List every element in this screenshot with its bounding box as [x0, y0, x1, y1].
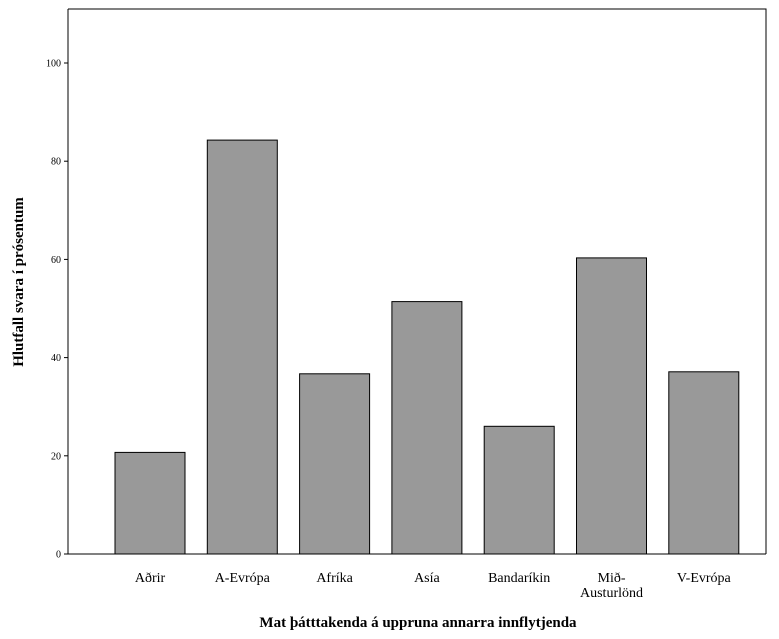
- bar: [668, 371, 740, 555]
- y-axis-ticks: 0 20 40 60 80 100: [46, 59, 68, 561]
- x-tick-label: Bandaríkin: [488, 571, 550, 586]
- x-tick-label: Asía: [414, 571, 440, 586]
- x-tick-label: Mið-Austurlönd: [580, 571, 643, 601]
- x-tick-label: A-Evrópa: [215, 571, 271, 586]
- y-tick-label: 0: [56, 550, 61, 561]
- bar: [206, 139, 278, 555]
- x-tick-label: V-Evrópa: [677, 571, 732, 586]
- y-tick-label: 80: [51, 157, 61, 168]
- x-axis-title: Mat þátttakenda á uppruna annarra innfly…: [259, 615, 577, 631]
- bar: [114, 451, 186, 555]
- plot-frame: [68, 8, 767, 554]
- y-tick-label: 100: [46, 59, 61, 70]
- bars: [114, 139, 740, 555]
- bar: [299, 373, 371, 555]
- y-tick-label: 40: [51, 353, 61, 364]
- bar: [576, 257, 647, 555]
- bar: [483, 425, 555, 555]
- x-tick-label: Afríka: [316, 571, 353, 586]
- bar: [391, 301, 463, 555]
- x-axis-tick-labels: Aðrir A-Evrópa Afríka Asía Bandaríkin Mið-Aus…: [135, 571, 732, 601]
- x-tick-label: Aðrir: [135, 571, 166, 586]
- y-tick-label: 20: [51, 451, 61, 462]
- y-axis-title: Hlutfall svara í prósentum: [11, 197, 27, 367]
- y-tick-label: 60: [51, 255, 61, 266]
